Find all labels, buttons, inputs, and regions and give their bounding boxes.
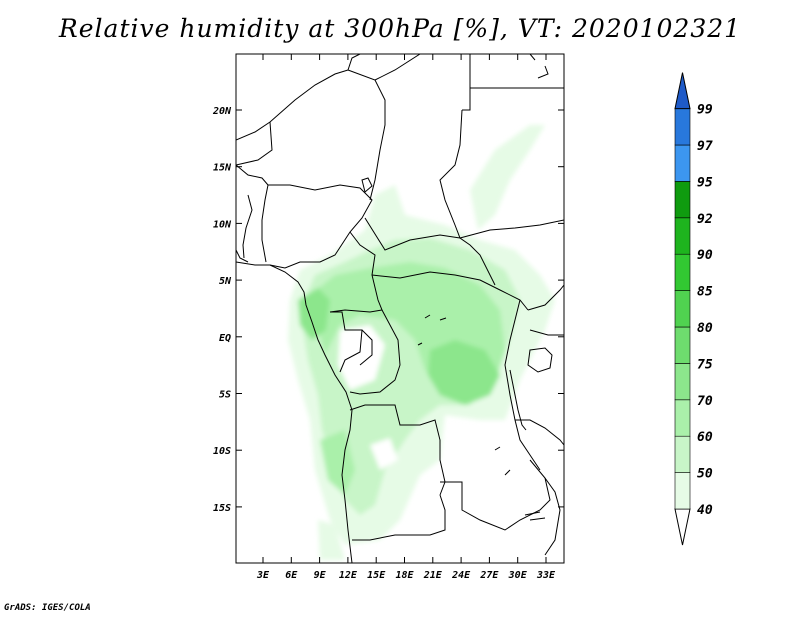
boundary-chad-car — [364, 217, 461, 251]
grads-credit: GrADS: IGES/COLA — [4, 603, 91, 613]
lat-tick-label: 20N — [212, 106, 232, 117]
red-sea-coast — [529, 54, 549, 79]
boundary-zambia — [440, 459, 551, 531]
lon-tick-label: 12E — [339, 570, 358, 581]
colorbar-segment — [674, 108, 691, 146]
colorbar-level-label: 92 — [697, 212, 713, 227]
boundary-gabon — [330, 311, 373, 373]
colorbar-segment — [674, 290, 691, 328]
boundary-cameroon — [329, 231, 383, 313]
colorbar-level-label: 50 — [697, 467, 713, 482]
colorbar-level-label: 95 — [697, 175, 713, 190]
colorbar-level-label: 80 — [697, 321, 713, 336]
colorbar-level-label: 70 — [697, 394, 713, 409]
lat-tick-label: EQ — [219, 333, 231, 344]
chart-title: Relative humidity at 300hPa [%], VT: 202… — [58, 14, 742, 43]
boundary-angola-drc — [349, 404, 446, 496]
colorbar-level-label: 99 — [697, 103, 713, 118]
lon-tick-label: 27E — [479, 570, 499, 581]
lon-tick-label: 30E — [508, 570, 528, 581]
colorbar-level-label: 60 — [697, 430, 713, 445]
humidity-gap-congo — [338, 325, 385, 390]
colorbar-level-label: 75 — [697, 357, 713, 372]
lon-tick-label: 3E — [256, 570, 270, 581]
country-boundaries — [236, 54, 564, 563]
colorbar-level-label: 97 — [697, 139, 713, 154]
lake-tanganyika — [509, 369, 527, 431]
colorbar-segment — [674, 399, 691, 437]
boundary-sudan-ssudan — [459, 219, 564, 239]
humidity-area-gabon — [298, 288, 330, 340]
humidity-area-northeast-band — [470, 125, 545, 230]
lake-victoria — [527, 347, 553, 373]
colorbar-segment — [674, 253, 691, 291]
latitude-axis: 20N 15N 10N 5N EQ 5S 10S 15S — [212, 106, 564, 514]
colorbar-segment — [674, 326, 691, 364]
lat-tick-label: 15S — [213, 503, 231, 514]
boundary-congo-drc — [349, 309, 401, 395]
lake-chad — [361, 177, 373, 193]
lon-tick-label: 6E — [285, 570, 298, 581]
boundary-tanzania — [515, 419, 564, 446]
colorbar: 40 50 60 70 75 80 85 90 92 95 97 99 — [674, 72, 713, 546]
boundary-mali-niger — [236, 121, 273, 166]
boundary-algeria-niger — [236, 69, 349, 141]
colorbar-bottom-triangle — [674, 508, 691, 546]
lon-tick-label: 15E — [367, 570, 386, 581]
lon-tick-label: 18E — [395, 570, 414, 581]
colorbar-segment — [674, 181, 691, 219]
colorbar-segment — [674, 363, 691, 401]
colorbar-top-triangle — [674, 72, 691, 110]
coastline-west-africa — [236, 261, 353, 563]
boundary-burkina — [236, 164, 269, 259]
boundary-libya — [374, 54, 471, 111]
lat-tick-label: 5N — [219, 276, 232, 287]
colorbar-level-label: 85 — [697, 285, 713, 300]
lat-tick-label: 5S — [219, 390, 231, 401]
longitude-axis: 3E 6E 9E 12E 15E 18E 21E 24E 27E 30E 33E — [256, 54, 556, 581]
colorbar-segment — [674, 435, 691, 473]
lon-tick-label: 9E — [314, 570, 327, 581]
lat-tick-label: 15N — [213, 163, 232, 174]
boundary-car-congo — [371, 271, 529, 311]
boundary-benin-togo — [261, 184, 269, 263]
boundary-uganda-kenya — [527, 284, 564, 336]
colorbar-level-label: 40 — [697, 503, 713, 518]
lon-tick-label: 33E — [536, 570, 556, 581]
humidity-gap-south — [370, 438, 398, 470]
lat-tick-label: 10S — [213, 446, 231, 457]
colorbar-segment — [674, 472, 691, 510]
coast-gulf-guinea — [236, 249, 249, 263]
colorbar-level-label: 90 — [697, 248, 713, 263]
map-frame — [235, 53, 565, 564]
lat-tick-label: 10N — [213, 219, 232, 230]
humidity-shading — [288, 125, 555, 560]
humidity-area-south-tail — [318, 520, 345, 560]
colorbar-segment — [674, 217, 691, 255]
lon-tick-label: 21E — [423, 570, 443, 581]
boundary-malawi — [544, 477, 561, 556]
boundary-chad-sudan — [439, 109, 496, 286]
congo-river-fragments — [417, 314, 546, 521]
colorbar-segment — [674, 144, 691, 182]
boundary-angola-zambia — [352, 494, 446, 541]
humidity-area-east-core — [428, 340, 500, 405]
boundary-drc-east — [504, 299, 541, 471]
boundary-nigeria — [268, 184, 373, 269]
lon-tick-label: 24E — [451, 570, 471, 581]
